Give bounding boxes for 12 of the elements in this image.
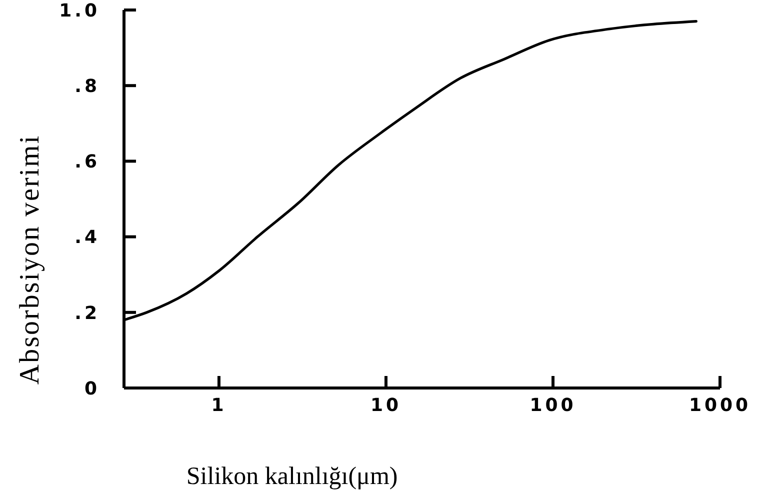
x-tick-label: 1 <box>211 394 227 416</box>
y-tick-label: 1.0 <box>59 0 100 22</box>
x-tick-label: 1000 <box>688 394 752 416</box>
y-tick-label: .6 <box>74 152 100 173</box>
y-tick-label: 0 <box>84 378 100 400</box>
y-axis-title: Absorbsiyon verimi <box>14 134 46 385</box>
y-tick-label: .8 <box>74 76 100 97</box>
y-tick-label: .4 <box>74 227 100 248</box>
x-axis-title: Silikon kalınlığı(μm) <box>186 463 398 490</box>
x-tick-label: 100 <box>530 394 576 416</box>
x-tick-label: 10 <box>370 394 402 416</box>
y-tick-label: .2 <box>74 302 100 324</box>
